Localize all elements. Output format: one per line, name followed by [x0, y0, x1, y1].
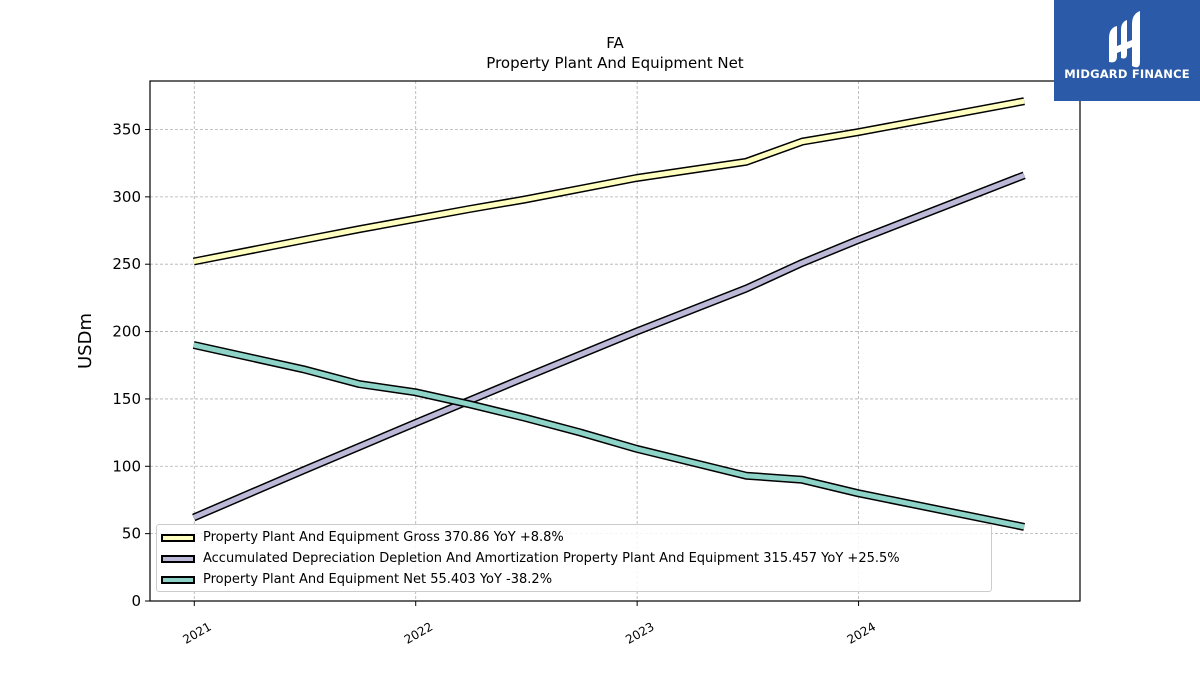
- series-gross-line: [193, 98, 1025, 264]
- series-accumulated-line: [192, 172, 1026, 520]
- y-tick-label: 0: [131, 592, 141, 610]
- x-tick-label: 2023: [623, 619, 656, 646]
- y-tick-label: 100: [112, 457, 141, 475]
- y-tick-label: 250: [112, 255, 141, 273]
- legend-swatch-gross: [161, 534, 195, 542]
- legend-swatch-accumulated: [161, 555, 195, 563]
- midgard-logo-icon: [1109, 11, 1140, 68]
- legend-label-net: Property Plant And Equipment Net 55.403 …: [203, 572, 553, 587]
- y-tick-label: 150: [112, 390, 141, 408]
- y-tick-label: 350: [112, 120, 141, 138]
- legend-item-net: Property Plant And Equipment Net 55.403 …: [157, 570, 991, 590]
- logo-text: MIDGARD FINANCE: [1064, 67, 1190, 81]
- midgard-finance-logo: MIDGARD FINANCE: [1054, 0, 1200, 101]
- legend-label-gross: Property Plant And Equipment Gross 370.8…: [203, 530, 564, 545]
- legend: Property Plant And Equipment Gross 370.8…: [156, 524, 992, 592]
- legend-item-accumulated: Accumulated Depreciation Depletion And A…: [157, 549, 991, 569]
- series-net-line: [193, 342, 1025, 530]
- y-tick-label: 300: [112, 188, 141, 206]
- x-tick-label: 2024: [845, 619, 878, 646]
- legend-swatch-net: [161, 576, 195, 584]
- legend-label-accumulated: Accumulated Depreciation Depletion And A…: [203, 551, 900, 566]
- x-tick-label: 2021: [180, 619, 213, 646]
- chart-subtitle: Property Plant And Equipment Net: [486, 54, 743, 72]
- y-axis-label: USDm: [75, 313, 96, 369]
- chart-title: FA: [606, 34, 624, 52]
- legend-item-gross: Property Plant And Equipment Gross 370.8…: [157, 528, 991, 548]
- plot-frame: [149, 80, 1081, 602]
- y-tick-label: 50: [122, 525, 141, 543]
- y-tick-label: 200: [112, 323, 141, 341]
- x-tick-label: 2022: [402, 619, 435, 646]
- series-lines: [192, 97, 1026, 531]
